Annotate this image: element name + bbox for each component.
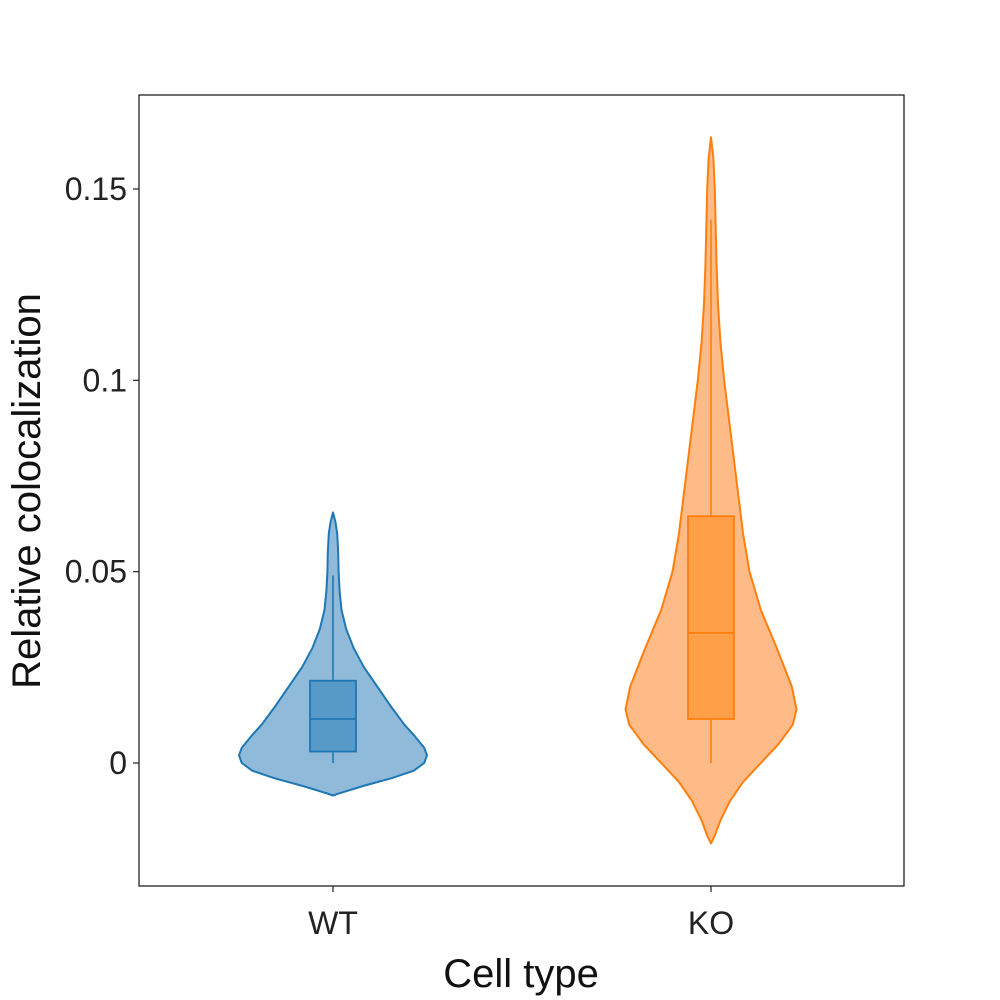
y-tick-label: 0 bbox=[109, 745, 127, 781]
plot-area bbox=[238, 136, 798, 845]
violin-group-wt bbox=[238, 511, 428, 797]
plot-frame bbox=[138, 94, 905, 887]
x-axis: WT KO bbox=[308, 886, 734, 941]
y-tick-label: 0.15 bbox=[65, 171, 127, 207]
violin-group-ko bbox=[624, 136, 798, 845]
y-axis: 0 0.05 0.1 0.15 bbox=[65, 171, 139, 781]
x-tick-label: KO bbox=[688, 905, 734, 941]
x-tick-label: WT bbox=[308, 905, 358, 941]
box-iqr bbox=[687, 515, 735, 720]
y-tick-label: 0.1 bbox=[83, 362, 127, 398]
y-tick-label: 0.05 bbox=[65, 554, 127, 590]
x-axis-title: Cell type bbox=[443, 952, 599, 996]
y-axis-title: Relative colocalization bbox=[5, 293, 49, 689]
box-iqr bbox=[309, 679, 357, 753]
